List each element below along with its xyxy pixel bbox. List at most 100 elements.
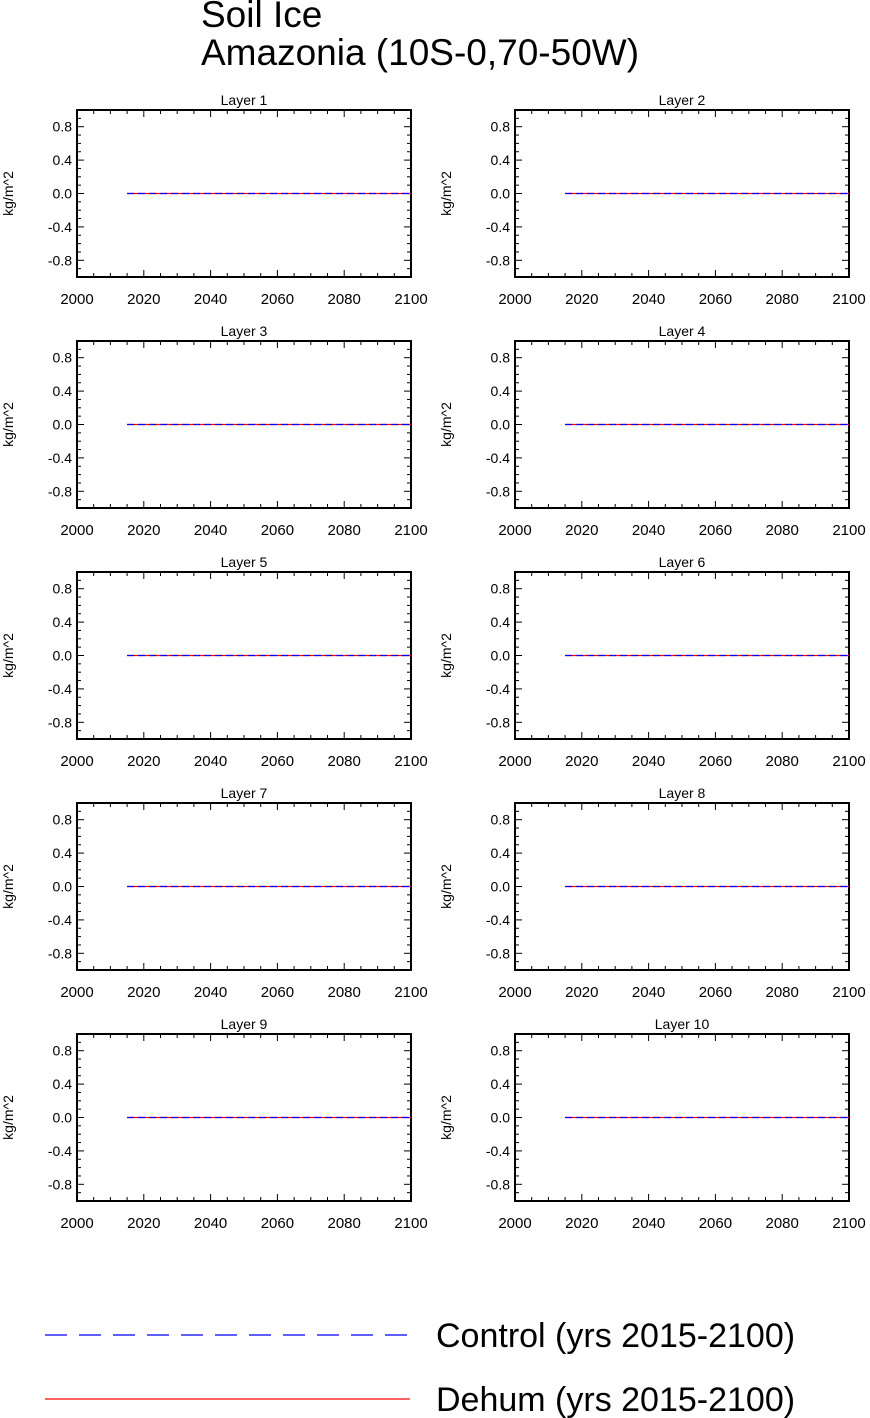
panel-8-xtick-label: 2080: [766, 984, 799, 1001]
panel-2-ytick-label: 0.8: [491, 119, 511, 135]
panel-8-xtick-label: 2100: [832, 984, 865, 1001]
panel-5-xtick-label: 2040: [194, 753, 227, 770]
panel-6-xtick-label: 2040: [632, 753, 665, 770]
panel-6-ytick-label: -0.8: [486, 714, 510, 730]
panel-6-xtick-label: 2100: [832, 753, 865, 770]
chart-title: Soil Ice: [201, 0, 323, 35]
panel-1: Layer 1 0.8 0.4 0.0 -0.4 -0.8 kg/m^2 2000 2020 20…: [0, 92, 428, 308]
panel-2-xtick-label: 2000: [498, 291, 531, 308]
panel-5-xtick-label: 2100: [394, 753, 427, 770]
panel-7-title: Layer 7: [221, 785, 268, 801]
panel-10-ytick-label: 0.8: [491, 1043, 511, 1059]
panel-8-title: Layer 8: [659, 785, 706, 801]
panel-9-ytick-label: 0.4: [53, 1076, 73, 1092]
panel-9-xtick-label: 2100: [394, 1215, 427, 1232]
panel-4-ylabel: kg/m^2: [438, 402, 454, 447]
panel-8-xtick-label: 2020: [565, 984, 598, 1001]
panel-4-xtick-label: 2100: [832, 522, 865, 539]
panel-6: Layer 6 0.8 0.4 0.0 -0.4 -0.8 kg/m^2 2000 2020 20…: [438, 554, 866, 770]
panel-6-xtick-label: 2080: [766, 753, 799, 770]
panel-10-xtick-label: 2100: [832, 1215, 865, 1232]
panel-6-ytick-label: 0.0: [491, 648, 511, 664]
panel-5-ytick-label: 0.4: [53, 614, 73, 630]
panel-9-xtick-label: 2060: [261, 1215, 294, 1232]
panel-9-xtick-label: 2020: [127, 1215, 160, 1232]
panel-4-ytick-label: -0.8: [486, 483, 510, 499]
legend: Control (yrs 2015-2100) Dehum (yrs 2015-2…: [45, 1317, 795, 1418]
panel-9-ytick-label: -0.8: [48, 1176, 72, 1192]
panel-7-xtick-label: 2020: [127, 984, 160, 1001]
panel-5-xtick-label: 2060: [261, 753, 294, 770]
panel-3-ylabel: kg/m^2: [0, 402, 16, 447]
panel-10: Layer 10 0.8 0.4 0.0 -0.4 -0.8 kg/m^2 2000 2020 2…: [438, 1016, 866, 1232]
title-block: Soil Ice Amazonia (10S-0,70-50W): [201, 0, 639, 72]
panel-6-ytick-label: 0.4: [491, 614, 511, 630]
panel-5-xtick-label: 2020: [127, 753, 160, 770]
panel-4-xtick-label: 2060: [699, 522, 732, 539]
panel-8-xtick-label: 2040: [632, 984, 665, 1001]
panel-1-title: Layer 1: [221, 92, 268, 108]
panel-3-ytick-label: -0.4: [48, 450, 72, 466]
panel-1-ytick-label: -0.4: [48, 219, 72, 235]
panel-4-title: Layer 4: [659, 323, 706, 339]
panel-6-xtick-label: 2060: [699, 753, 732, 770]
panel-2-xtick-label: 2020: [565, 291, 598, 308]
panel-1-xtick-label: 2080: [328, 291, 361, 308]
panel-1-ytick-label: 0.0: [53, 186, 73, 202]
panel-2-ytick-label: 0.0: [491, 186, 511, 202]
panel-3-title: Layer 3: [221, 323, 268, 339]
panel-9-xtick-label: 2000: [60, 1215, 93, 1232]
legend-label-dehum: Dehum (yrs 2015-2100): [436, 1381, 795, 1418]
panel-1-ytick-label: 0.4: [53, 152, 73, 168]
panel-7-ytick-label: -0.8: [48, 945, 72, 961]
panel-7: Layer 7 0.8 0.4 0.0 -0.4 -0.8 kg/m^2 2000 2020 20…: [0, 785, 428, 1001]
panel-2-ytick-label: -0.8: [486, 252, 510, 268]
panel-2-xtick-label: 2080: [766, 291, 799, 308]
panel-7-xtick-label: 2040: [194, 984, 227, 1001]
panel-5-ylabel: kg/m^2: [0, 633, 16, 678]
panel-1-xtick-label: 2040: [194, 291, 227, 308]
panel-4-xtick-label: 2020: [565, 522, 598, 539]
panel-7-ylabel: kg/m^2: [0, 864, 16, 909]
panel-5-ytick-label: 0.0: [53, 648, 73, 664]
panel-6-xtick-label: 2020: [565, 753, 598, 770]
panel-7-ytick-label: 0.0: [53, 879, 73, 895]
panel-6-ytick-label: 0.8: [491, 581, 511, 597]
panel-9-xtick-label: 2040: [194, 1215, 227, 1232]
panel-9-title: Layer 9: [221, 1016, 268, 1032]
panel-4-ytick-label: 0.0: [491, 417, 511, 433]
panel-10-ytick-label: -0.8: [486, 1176, 510, 1192]
panel-10-xtick-label: 2000: [498, 1215, 531, 1232]
panel-5-ytick-label: 0.8: [53, 581, 73, 597]
panel-10-ylabel: kg/m^2: [438, 1095, 454, 1140]
panel-7-ytick-label: 0.8: [53, 812, 73, 828]
panel-4-ytick-label: 0.8: [491, 350, 511, 366]
legend-label-control: Control (yrs 2015-2100): [436, 1317, 795, 1355]
panel-1-ytick-label: 0.8: [53, 119, 73, 135]
panel-3-ytick-label: 0.0: [53, 417, 73, 433]
panel-4-ytick-label: 0.4: [491, 383, 511, 399]
panel-4-xtick-label: 2000: [498, 522, 531, 539]
panel-8-ylabel: kg/m^2: [438, 864, 454, 909]
panel-2-xtick-label: 2060: [699, 291, 732, 308]
panel-1-xtick-label: 2060: [261, 291, 294, 308]
panel-8-ytick-label: 0.8: [491, 812, 511, 828]
panel-2-ylabel: kg/m^2: [438, 171, 454, 216]
panel-10-ytick-label: -0.4: [486, 1143, 510, 1159]
panel-8-xtick-label: 2000: [498, 984, 531, 1001]
panel-8-ytick-label: -0.8: [486, 945, 510, 961]
panel-8-ytick-label: 0.0: [491, 879, 511, 895]
panel-4-xtick-label: 2040: [632, 522, 665, 539]
panel-3-ytick-label: -0.8: [48, 483, 72, 499]
panel-9-ylabel: kg/m^2: [0, 1095, 16, 1140]
panel-5-xtick-label: 2000: [60, 753, 93, 770]
panel-9: Layer 9 0.8 0.4 0.0 -0.4 -0.8 kg/m^2 2000 2020 20…: [0, 1016, 428, 1232]
panel-7-xtick-label: 2080: [328, 984, 361, 1001]
panel-5-xtick-label: 2080: [328, 753, 361, 770]
panel-3-xtick-label: 2060: [261, 522, 294, 539]
panel-2-ytick-label: -0.4: [486, 219, 510, 235]
panel-10-ytick-label: 0.4: [491, 1076, 511, 1092]
panel-1-ytick-label: -0.8: [48, 252, 72, 268]
panel-5-ytick-label: -0.8: [48, 714, 72, 730]
